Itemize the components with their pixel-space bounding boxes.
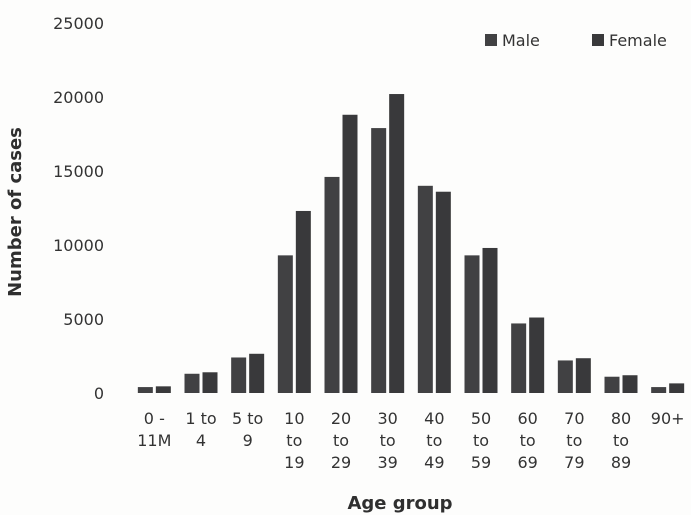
x-tick-label: 1 to 4 (185, 409, 216, 450)
bar-female-10-to-19 (295, 210, 311, 393)
bar-male-50-to-59 (464, 255, 480, 393)
bar-female-60-to-69 (529, 317, 545, 393)
x-tick-label: 20 to 29 (331, 409, 351, 472)
bar-female-70-to-79 (575, 358, 591, 393)
bar-male-60-to-69 (511, 323, 527, 393)
x-tick-label: 80 to 89 (611, 409, 631, 472)
bar-male-20-to-29 (324, 176, 340, 393)
bar-female-50-to-59 (482, 247, 498, 393)
y-tick-label: 0 (94, 384, 104, 403)
y-tick-label: 10000 (53, 236, 104, 255)
bar-female-1-to-4 (202, 372, 218, 393)
bar-male-1-to-4 (184, 373, 200, 393)
x-tick-label: 60 to 69 (517, 409, 537, 472)
bar-female-40-to-49 (435, 191, 451, 393)
bar-female-20-to-29 (342, 114, 358, 393)
y-tick-label: 25000 (53, 14, 104, 33)
legend: Male Female (485, 31, 667, 50)
bar-male-70-to-79 (557, 360, 573, 393)
bar-female-0-11m (155, 386, 171, 393)
y-axis-ticks: 0 5000 10000 15000 20000 25000 (53, 14, 104, 403)
x-axis-ticks: 0 -11M 1 to 4 5 to 9 10 to 19 20 to 29 30 to 39 40 to 49… (137, 409, 684, 472)
bar-female-5-to-9 (249, 353, 265, 393)
x-axis-title: Age group (347, 493, 452, 514)
x-tick-label: 0 -11M (137, 409, 171, 450)
legend-label-female: Female (609, 31, 667, 50)
x-tick-label: 40 to 49 (424, 409, 444, 472)
y-tick-label: 5000 (63, 310, 104, 329)
bar-male-30-to-39 (371, 128, 387, 393)
bar-male-80-to-89 (604, 376, 620, 393)
legend-label-male: Male (502, 31, 540, 50)
x-tick-label: 5 to 9 (232, 409, 263, 450)
y-axis-title: Number of cases (5, 127, 26, 297)
bar-male-0-11m (137, 387, 153, 393)
x-tick-label: 50 to 59 (471, 409, 491, 472)
bar-female-30-to-39 (389, 94, 405, 393)
x-tick-label: 30 to 39 (377, 409, 397, 472)
legend-swatch-male (485, 34, 497, 46)
x-tick-label: 70 to 79 (564, 409, 584, 472)
y-tick-label: 15000 (53, 162, 104, 181)
x-tick-label: 10 to 19 (284, 409, 304, 472)
y-tick-label: 20000 (53, 88, 104, 107)
bar-female-90 (669, 383, 685, 393)
legend-swatch-female (592, 34, 604, 46)
bar-male-90 (651, 387, 667, 393)
bar-male-40-to-49 (417, 185, 433, 393)
x-tick-label: 90+ (651, 409, 685, 428)
bar-male-5-to-9 (231, 357, 247, 393)
bar-female-80-to-89 (622, 375, 638, 393)
bar-male-10-to-19 (277, 255, 293, 393)
bars (137, 94, 685, 393)
